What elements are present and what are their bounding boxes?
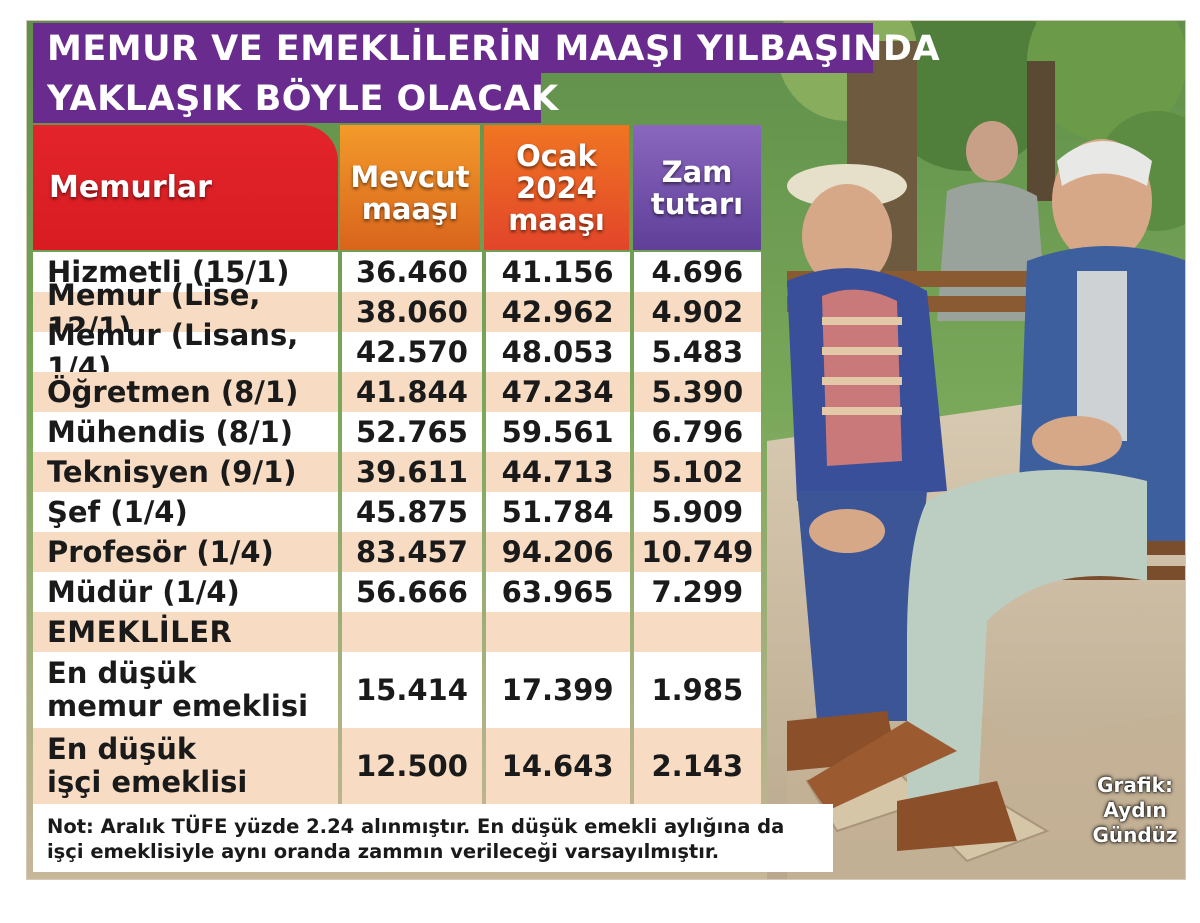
row-name-line2: işçi emeklisi — [47, 765, 248, 799]
table-row: Öğretmen (8/1) 41.844 47.234 5.390 — [33, 372, 761, 412]
mevcut-value: 56.666 — [342, 572, 482, 612]
row-name-line1: En düşük — [47, 732, 197, 766]
row-name: Teknisyen (9/1) — [33, 452, 339, 492]
section-heading: EMEKLİLER — [33, 612, 339, 652]
row-name: En düşük işçi emeklisi — [33, 728, 339, 804]
table-row: Hizmetli (15/1) 36.460 41.156 4.696 — [33, 252, 761, 292]
header-ocak-line3: maaşı — [508, 202, 605, 237]
header-mevcut-line2: maaşı — [361, 191, 459, 226]
salary-table: Hizmetli (15/1) 36.460 41.156 4.696 Memu… — [33, 252, 761, 804]
header-zam-line2: tutarı — [650, 186, 744, 221]
row-name: Şef (1/4) — [33, 492, 339, 532]
header-mevcut-maasi: Mevcut maaşı — [340, 125, 480, 250]
ocak-value: 59.561 — [485, 412, 630, 452]
table-row: Teknisyen (9/1) 39.611 44.713 5.102 — [33, 452, 761, 492]
mevcut-value: 12.500 — [342, 728, 482, 804]
header-memurlar: Memurlar — [33, 125, 338, 250]
ocak-value: 47.234 — [485, 372, 630, 412]
table-row: En düşük memur emeklisi 15.414 17.399 1.… — [33, 652, 761, 728]
infographic-frame: MEMUR VE EMEKLİLERİN MAAŞI YILBAŞINDA YA… — [26, 20, 1186, 880]
zam-value: 5.909 — [633, 492, 761, 532]
ocak-value: 41.156 — [485, 252, 630, 292]
row-name: Profesör (1/4) — [33, 532, 339, 572]
credit-line2: Aydın — [1103, 798, 1167, 822]
credit-line3: Gündüz — [1092, 823, 1178, 847]
mevcut-value: 15.414 — [342, 652, 482, 728]
ocak-value: 17.399 — [485, 652, 630, 728]
header-ocak-2024-maasi: Ocak 2024 maaşı — [484, 125, 629, 250]
row-name: En düşük memur emeklisi — [33, 652, 339, 728]
title-line-1: MEMUR VE EMEKLİLERİN MAAŞI YILBAŞINDA — [33, 23, 940, 73]
table-row: Memur (Lisans, 1/4) 42.570 48.053 5.483 — [33, 319, 761, 385]
table-row: Müdür (1/4) 56.666 63.965 7.299 — [33, 572, 761, 612]
ocak-value: 44.713 — [485, 452, 630, 492]
footnote: Not: Aralık TÜFE yüzde 2.24 alınmıştır. … — [33, 804, 833, 872]
mevcut-value: 42.570 — [342, 332, 482, 372]
header-ocak-line2: 2024 — [516, 170, 597, 205]
ocak-value: 94.206 — [485, 532, 630, 572]
title-line-2: YAKLAŞIK BÖYLE OLACAK — [33, 73, 558, 123]
row-name: Memur (Lisans, 1/4) — [33, 319, 339, 385]
table-row: En düşük işçi emeklisi 12.500 14.643 2.1… — [33, 728, 761, 804]
row-name: Öğretmen (8/1) — [33, 372, 339, 412]
header-zam-line1: Zam — [661, 154, 733, 189]
zam-value: 6.796 — [633, 412, 761, 452]
section-row-emekliler: EMEKLİLER — [33, 612, 761, 652]
mevcut-value: 36.460 — [342, 252, 482, 292]
zam-value: 1.985 — [633, 652, 761, 728]
row-name-line2: memur emeklisi — [47, 689, 309, 723]
ocak-value: 48.053 — [485, 332, 630, 372]
table-row: Mühendis (8/1) 52.765 59.561 6.796 — [33, 412, 761, 452]
header-ocak-line1: Ocak — [516, 138, 597, 173]
row-name-line1: En düşük — [47, 656, 197, 690]
header-zam-tutari: Zam tutarı — [633, 125, 761, 250]
zam-value: 5.102 — [633, 452, 761, 492]
footnote-line2: işçi emeklisiyle aynı oranda zammın veri… — [47, 840, 720, 863]
ocak-value: 42.962 — [485, 292, 630, 332]
table-row: Şef (1/4) 45.875 51.784 5.909 — [33, 492, 761, 532]
mevcut-value: 52.765 — [342, 412, 482, 452]
zam-value: 2.143 — [633, 728, 761, 804]
zam-value: 5.390 — [633, 372, 761, 412]
zam-value: 5.483 — [633, 332, 761, 372]
ocak-value: 14.643 — [485, 728, 630, 804]
mevcut-value: 41.844 — [342, 372, 482, 412]
row-name: Müdür (1/4) — [33, 572, 339, 612]
mevcut-value: 39.611 — [342, 452, 482, 492]
credit-line1: Grafik: — [1097, 773, 1173, 797]
table-row: Profesör (1/4) 83.457 94.206 10.749 — [33, 532, 761, 572]
row-name: Hizmetli (15/1) — [33, 252, 339, 292]
mevcut-value: 45.875 — [342, 492, 482, 532]
header-mevcut-line1: Mevcut — [350, 159, 470, 194]
mevcut-value: 83.457 — [342, 532, 482, 572]
footnote-line1: Not: Aralık TÜFE yüzde 2.24 alınmıştır. … — [47, 815, 785, 838]
graphic-credit: Grafik: Aydın Gündüz — [1085, 773, 1185, 848]
ocak-value: 63.965 — [485, 572, 630, 612]
row-name: Mühendis (8/1) — [33, 412, 339, 452]
zam-value: 7.299 — [633, 572, 761, 612]
ocak-value: 51.784 — [485, 492, 630, 532]
zam-value: 4.696 — [633, 252, 761, 292]
zam-value: 10.749 — [633, 532, 761, 572]
mevcut-value: 38.060 — [342, 292, 482, 332]
zam-value: 4.902 — [633, 292, 761, 332]
